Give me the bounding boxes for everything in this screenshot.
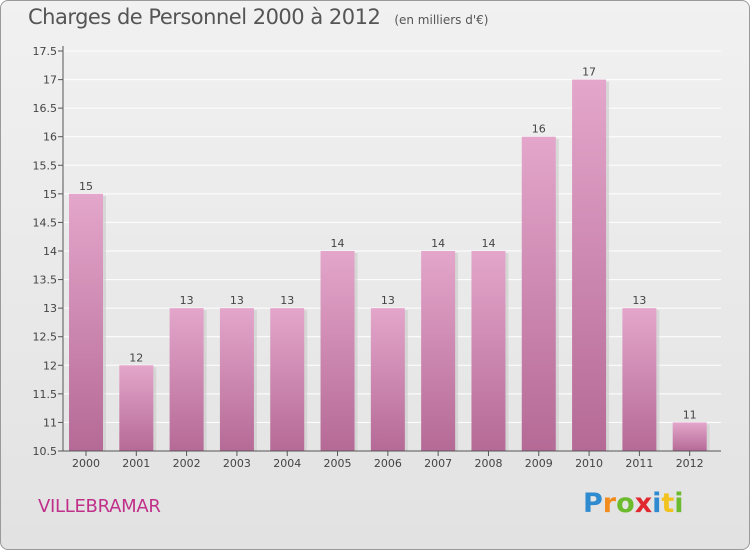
data-label: 12 [129,351,143,364]
y-tick-label: 13 [43,302,57,315]
y-tick-label: 14 [43,245,57,258]
x-tick-label: 2004 [273,457,301,470]
x-tick-label: 2005 [324,457,352,470]
y-tick-label: 17 [43,74,57,87]
data-label: 14 [331,237,345,250]
data-label: 13 [180,294,194,307]
x-tick-label: 2011 [625,457,653,470]
bar-2008 [471,251,506,451]
x-tick-label: 2001 [122,457,150,470]
y-tick-label: 15.5 [33,159,58,172]
y-tick-label: 11.5 [33,388,58,401]
logo-letter: i [674,488,684,519]
data-label: 16 [532,123,546,136]
bar-2002 [169,308,204,451]
x-tick-label: 2003 [223,457,251,470]
axes [58,46,721,456]
logo-letter: P [583,488,603,519]
data-label: 17 [582,66,596,79]
bar-2011 [622,308,657,451]
bar-2000 [69,193,103,451]
y-tick-label: 15 [43,188,57,201]
bar-2012 [672,422,707,451]
y-tick-label: 10.5 [33,445,58,458]
logo-letter: r [602,488,617,519]
logo-letter: t [661,488,675,519]
data-label: 11 [683,408,697,421]
y-tick-label: 17.5 [33,45,58,58]
x-tick-label: 2002 [173,457,201,470]
proxiti-logo: Proxiti [583,488,684,519]
bar-2006 [370,308,405,451]
labels: 10.5 11 11.5 12 12.5 13 13.5 14 14.5 15 15.5 16 16.5… [33,45,704,470]
bar-2003 [219,308,254,451]
x-tick-label: 2012 [676,457,704,470]
bar-2007 [421,251,456,451]
y-tick-label: 12 [43,359,57,372]
y-tick-label: 16 [43,131,57,144]
bar-2004 [270,308,305,451]
bars [69,79,710,452]
y-tick-label: 16.5 [33,102,58,115]
chart-title: Charges de Personnel 2000 à 2012 [28,5,381,29]
bar-2001 [119,365,154,451]
data-label: 13 [280,294,294,307]
commune-name: VILLEBRAMAR [38,496,161,517]
bar-2009 [521,136,556,451]
x-tick-label: 2007 [424,457,452,470]
logo-letter: o [616,488,635,519]
y-tick-label: 14.5 [33,216,58,229]
x-tick-label: 2006 [374,457,402,470]
x-tick-label: 2009 [525,457,553,470]
data-label: 13 [230,294,244,307]
data-label: 14 [431,237,445,250]
logo-letter: i [652,488,662,519]
data-label: 13 [381,294,395,307]
x-tick-label: 2000 [72,457,100,470]
bar-2005 [320,251,355,451]
bar-2010 [572,79,607,452]
data-label: 14 [481,237,495,250]
y-tick-label: 11 [43,416,57,429]
title-row: Charges de Personnel 2000 à 2012 (en mill… [28,5,488,29]
chart-subtitle: (en milliers d'€) [394,13,489,27]
data-label: 15 [79,180,93,193]
logo-letter: x [634,488,653,519]
x-tick-label: 2010 [575,457,603,470]
x-tick-label: 2008 [474,457,502,470]
data-label: 13 [632,294,646,307]
y-tick-label: 12.5 [33,331,58,344]
y-tick-label: 13.5 [33,274,58,287]
